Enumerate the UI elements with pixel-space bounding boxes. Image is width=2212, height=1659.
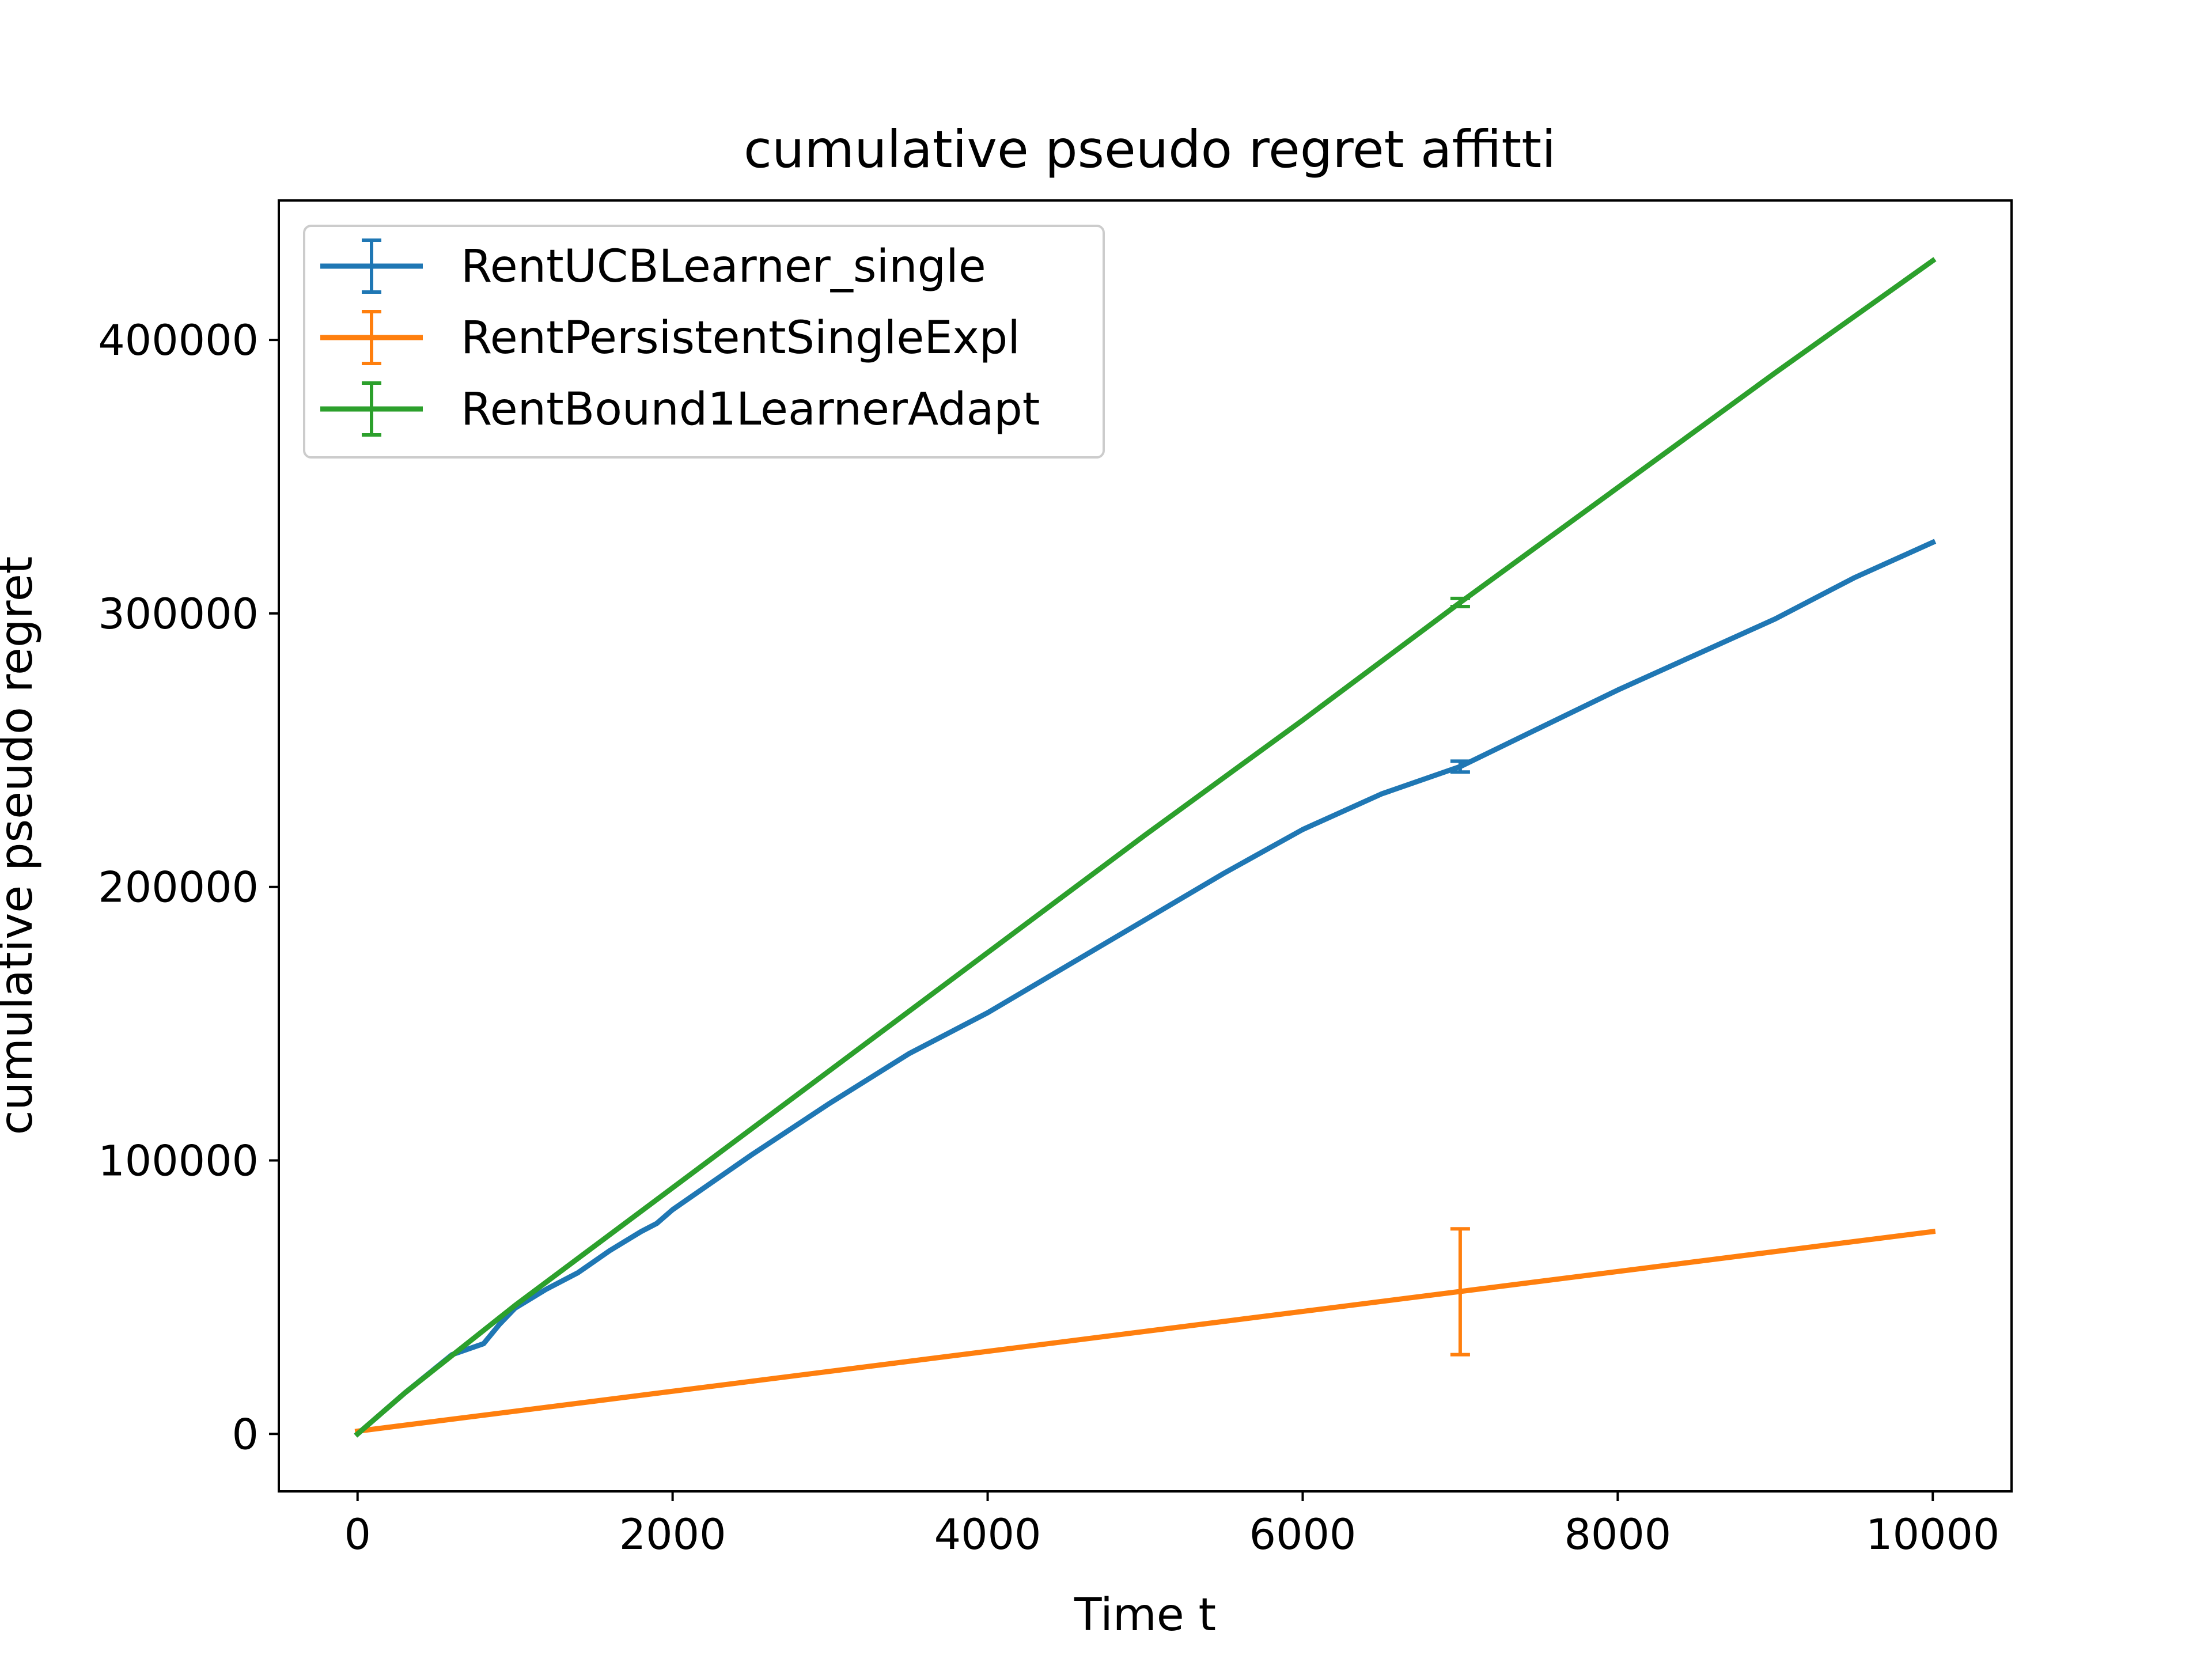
x-tick-label: 4000 (934, 1510, 1041, 1559)
y-tick-label: 0 (232, 1410, 259, 1459)
series-layer (354, 257, 1937, 1438)
x-tick-label: 6000 (1249, 1510, 1357, 1559)
x-tick-label: 2000 (619, 1510, 726, 1559)
error-bar-0 (1450, 759, 1470, 774)
legend-label: RentUCBLearner_single (461, 241, 986, 293)
y-axis-ticks: 0 100000 200000 300000 400000 (98, 316, 279, 1459)
legend-label: RentBound1LearnerAdapt (461, 384, 1040, 435)
y-axis-label: cumulative pseudo regret (0, 556, 43, 1135)
x-tick-label: 0 (344, 1510, 371, 1559)
y-tick-label: 100000 (98, 1137, 259, 1186)
y-tick-label: 300000 (98, 590, 259, 639)
chart-title: cumulative pseudo regret affitti (744, 119, 1556, 179)
legend-label: RentPersistentSingleExpl (461, 312, 1020, 364)
x-tick-label: 10000 (1866, 1510, 1999, 1559)
y-tick-label: 200000 (98, 863, 259, 912)
legend-item-2: RentBound1LearnerAdapt (320, 381, 1040, 437)
x-tick-label: 8000 (1564, 1510, 1671, 1559)
legend-item-1: RentPersistentSingleExpl (320, 310, 1020, 365)
y-tick-label: 400000 (98, 316, 259, 365)
plot-frame (278, 199, 2013, 1493)
series-line-0 (354, 539, 1937, 1438)
error-bar-2 (1450, 596, 1470, 609)
x-axis-label: Time t (1074, 1589, 1216, 1641)
legend-frame (303, 225, 1105, 459)
legend: RentUCBLearner_single RentPersistentSingl… (303, 225, 1105, 459)
series-line-2 (354, 257, 1937, 1438)
error-bar-1 (1450, 1227, 1470, 1357)
series-line-1 (354, 1228, 1936, 1434)
x-axis-ticks: 0 2000 4000 6000 8000 10000 (344, 1491, 1999, 1559)
legend-item-0: RentUCBLearner_single (320, 238, 986, 294)
